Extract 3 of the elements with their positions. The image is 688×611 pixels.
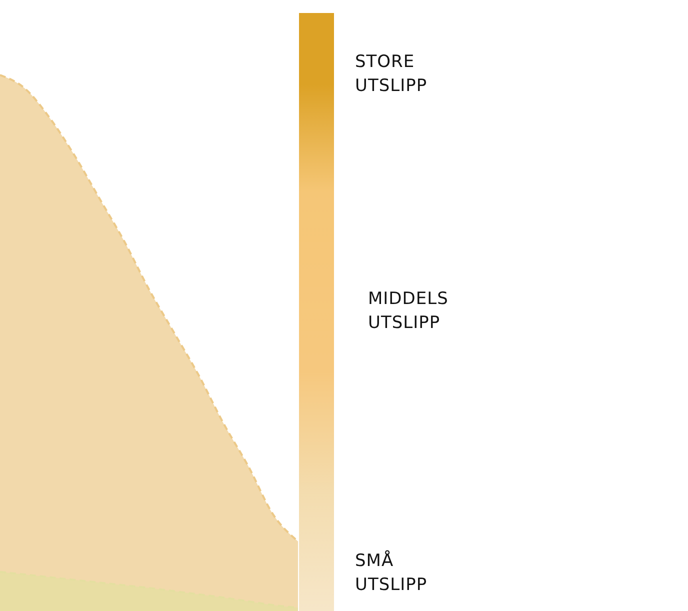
text: SMÅ UTSLIPP <box>355 549 428 597</box>
text: STORE UTSLIPP <box>355 51 428 98</box>
text: MIDDELS UTSLIPP <box>368 288 448 335</box>
